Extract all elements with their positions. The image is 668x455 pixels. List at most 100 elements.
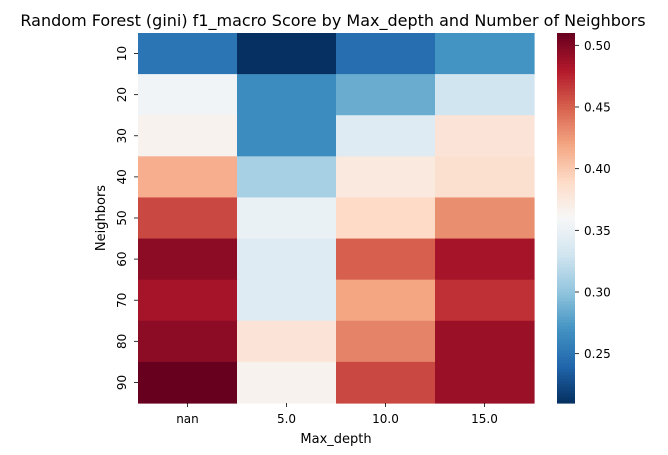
colorbar-segment (557, 171, 575, 176)
colorbar-segment (557, 322, 575, 327)
colorbar-tick-label: 0.35 (584, 224, 611, 238)
colorbar-segment (557, 153, 575, 157)
colorbar-segment (557, 66, 575, 71)
colorbar-segment (557, 350, 575, 355)
y-tick-label: 60 (115, 251, 129, 266)
heatmap-cell (435, 33, 535, 75)
colorbar-segment (557, 285, 575, 290)
colorbar-segment (557, 122, 575, 127)
colorbar-segment (557, 196, 575, 201)
colorbar-segment (557, 344, 575, 349)
heatmap-cell (138, 238, 238, 281)
colorbar-segment (557, 218, 575, 222)
colorbar-segment (557, 369, 575, 373)
colorbar-segment (557, 116, 575, 120)
colorbar-segment (557, 128, 575, 133)
colorbar-segment (557, 125, 575, 130)
colorbar-segment (557, 378, 575, 383)
heatmap-cell (336, 320, 436, 363)
colorbar-segment (557, 144, 575, 148)
colorbar-segment (557, 332, 575, 336)
colorbar-segment (557, 316, 575, 321)
colorbar-segment (557, 85, 575, 90)
colorbar-segment (557, 390, 575, 395)
colorbar-segment (557, 177, 575, 182)
colorbar-segment (557, 341, 575, 346)
colorbar-segment (557, 227, 575, 231)
colorbar-segment (557, 159, 575, 164)
colorbar-segment (557, 261, 575, 265)
colorbar-segment (557, 292, 575, 296)
heatmap-cell (435, 279, 535, 322)
colorbar-segment (557, 181, 575, 185)
colorbar-segment (557, 288, 575, 293)
colorbar-segment (557, 325, 575, 330)
colorbar-segment (557, 45, 575, 50)
heatmap-cell (138, 320, 238, 363)
colorbar-segment (557, 347, 575, 352)
heatmap-cell (435, 197, 535, 240)
colorbar-segment (557, 255, 575, 259)
heatmap-cell (237, 156, 337, 199)
colorbar-segment (557, 381, 575, 386)
colorbar-segment (557, 134, 575, 139)
colorbar-segment (557, 264, 575, 268)
colorbar-segment (557, 362, 575, 367)
heatmap-cell (237, 115, 337, 157)
heatmap-cell (336, 156, 436, 199)
colorbar-segment (557, 205, 575, 210)
colorbar-segment (557, 251, 575, 256)
heatmap-cell (237, 361, 337, 404)
colorbar-segment (557, 338, 575, 342)
colorbar-segment (557, 372, 575, 376)
y-tick-label: 70 (115, 293, 129, 308)
colorbar-segment (557, 150, 575, 154)
heatmap-cell (336, 33, 436, 75)
heatmap-cell (237, 74, 337, 116)
colorbar-segment (557, 82, 575, 87)
heatmap-cell (336, 197, 436, 240)
y-tick-label: 40 (115, 169, 129, 184)
colorbar-segment (557, 187, 575, 191)
colorbar-segment (557, 236, 575, 241)
colorbar: 0.25 0.30 0.35 0.40 0.45 0.50 (557, 33, 611, 404)
heatmap-cell (336, 279, 436, 322)
colorbar-segment (557, 276, 575, 281)
y-tick-label: 80 (115, 334, 129, 349)
colorbar-segment (557, 100, 575, 105)
y-tick-label: 90 (115, 375, 129, 390)
colorbar-segment (557, 202, 575, 207)
heatmap-cell (435, 115, 535, 157)
heatmap-cell (435, 238, 535, 281)
colorbar-segment (557, 233, 575, 238)
colorbar-segment (557, 221, 575, 225)
x-tick-label: 15.0 (471, 412, 498, 426)
colorbar-segment (557, 319, 575, 324)
colorbar-segment (557, 258, 575, 262)
heatmap-cell (237, 320, 337, 363)
colorbar-segment (557, 107, 575, 111)
heatmap-cell (336, 115, 436, 157)
y-tick-label: 10 (115, 46, 129, 61)
colorbar-segment (557, 60, 575, 65)
colorbar-segment (557, 113, 575, 117)
heatmap-cell (237, 279, 337, 322)
colorbar-segment (557, 307, 575, 312)
colorbar-segment (557, 39, 575, 43)
colorbar-segment (557, 267, 575, 272)
y-axis-label: Neighbors (94, 185, 109, 251)
colorbar-segment (557, 57, 575, 62)
colorbar-segment (557, 384, 575, 389)
colorbar-segment (557, 313, 575, 318)
colorbar-segment (557, 393, 575, 398)
colorbar-segment (557, 304, 575, 309)
colorbar-segment (557, 366, 575, 370)
colorbar-segment (557, 103, 575, 108)
colorbar-segment (557, 193, 575, 198)
heatmap-cell (138, 115, 238, 157)
heatmap-cell (435, 361, 535, 404)
colorbar-segment (557, 162, 575, 167)
colorbar-segment (557, 295, 575, 299)
colorbar-segment (557, 239, 575, 244)
